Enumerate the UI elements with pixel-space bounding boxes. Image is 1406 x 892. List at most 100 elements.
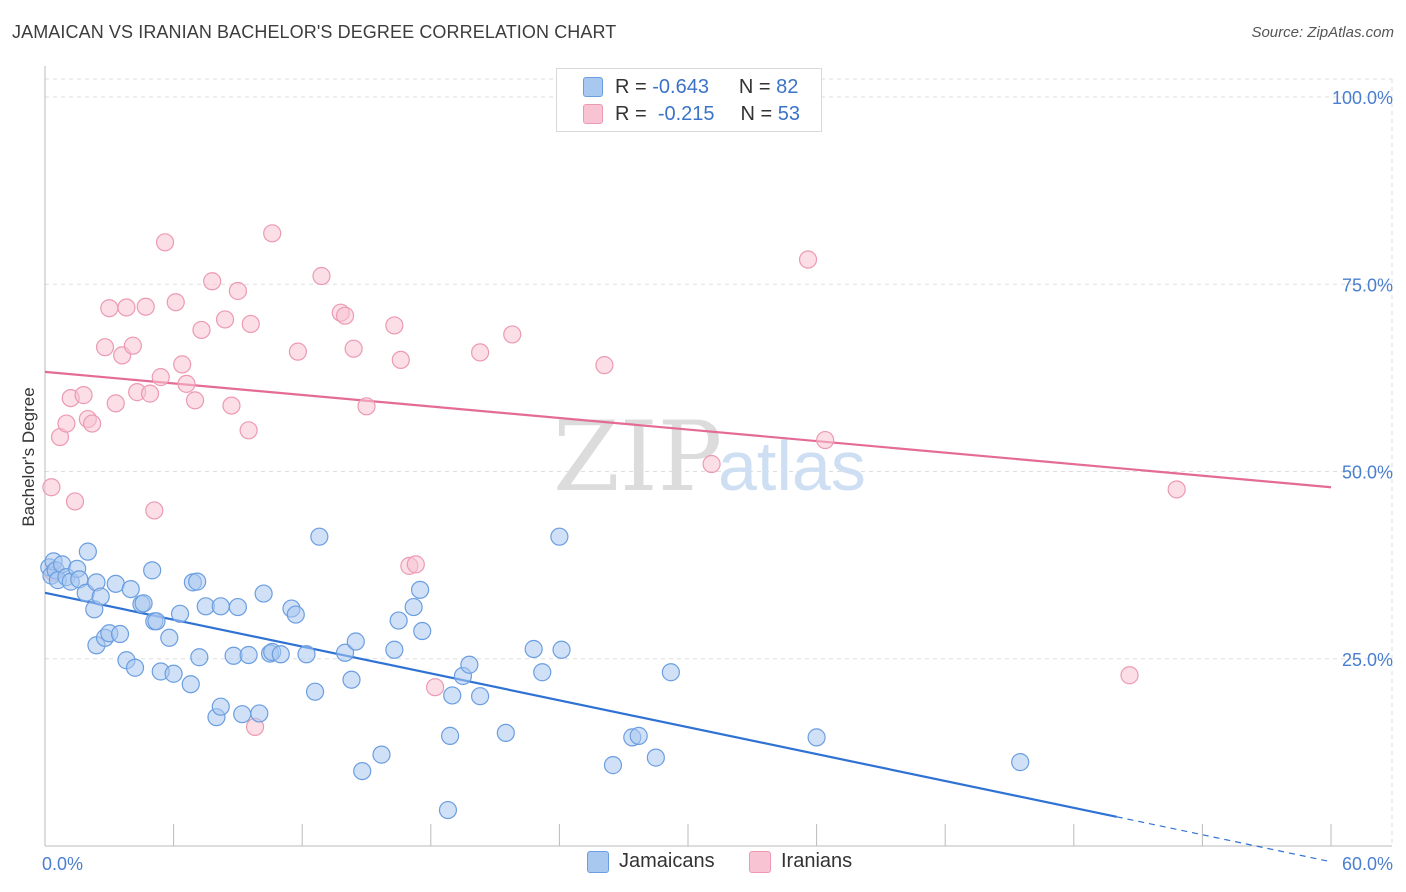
iranian-point xyxy=(203,272,222,291)
iranian-point xyxy=(344,339,363,358)
jamaican-point xyxy=(250,704,269,723)
jamaican-point xyxy=(385,640,404,659)
jamaican-point xyxy=(170,604,190,623)
iranian-point xyxy=(335,306,355,325)
jamaican-point xyxy=(389,611,408,630)
chart-title: JAMAICAN VS IRANIAN BACHELOR'S DEGREE CO… xyxy=(12,22,617,42)
jamaican-point xyxy=(254,584,273,603)
iranian-point xyxy=(140,384,160,403)
jamaican-point xyxy=(121,579,140,599)
jamaican-point xyxy=(533,663,552,682)
x-tick-label: 0.0% xyxy=(42,854,83,874)
legend-swatch-jamaicans xyxy=(583,77,603,97)
iranian-point xyxy=(117,298,136,317)
jamaican-point xyxy=(552,640,571,659)
source-label: Source: ZipAtlas.com xyxy=(1251,24,1394,41)
series-legend-iranians[interactable]: Iranians xyxy=(749,850,852,873)
x-tick-label: 60.0% xyxy=(1342,854,1393,874)
jamaicans-trend-extension xyxy=(1116,816,1332,863)
iranian-point xyxy=(192,320,211,340)
iranian-point xyxy=(312,266,331,286)
iranian-point xyxy=(385,316,404,335)
jamaican-point xyxy=(335,643,355,662)
jamaican-point xyxy=(228,597,247,617)
iranian-point xyxy=(155,233,175,252)
series-label-iranians: Iranians xyxy=(781,850,853,872)
jamaican-point xyxy=(524,639,543,659)
jamaican-point xyxy=(305,682,325,701)
jamaican-point xyxy=(460,655,479,674)
iranian-point xyxy=(136,297,155,316)
iranian-point xyxy=(95,338,115,357)
trend-lines xyxy=(44,370,1332,863)
jamaican-point xyxy=(404,597,423,617)
iranian-point xyxy=(241,314,260,334)
iranian-point xyxy=(151,368,170,387)
jamaican-point xyxy=(603,756,623,775)
y-tick-label: 50.0% xyxy=(1342,463,1393,483)
jamaican-point xyxy=(239,645,258,665)
y-tick-labels: 25.0% 50.0% 75.0% 100.0% xyxy=(1332,88,1393,670)
legend-swatch-iranians xyxy=(583,104,603,124)
iranian-point xyxy=(798,250,818,269)
jamaican-point xyxy=(188,572,207,591)
jamaican-point xyxy=(91,587,110,606)
correlation-legend: R = -0.643 N = 82 R = -0.215 N = 53 xyxy=(556,68,822,132)
legend-n-value: 82 xyxy=(776,75,799,98)
iranian-point xyxy=(74,386,93,405)
jamaican-point xyxy=(143,561,162,580)
jamaican-point xyxy=(440,726,460,745)
legend-row-jamaicans: R = -0.643 N = 82 xyxy=(583,74,798,100)
iranians-trend-line xyxy=(44,370,1332,489)
jamaican-point xyxy=(181,675,200,694)
jamaican-point xyxy=(271,645,290,664)
jamaican-point xyxy=(353,761,372,781)
iranian-point xyxy=(406,555,425,574)
jamaican-point xyxy=(661,663,680,682)
jamaican-point xyxy=(147,612,166,631)
legend-r-label: R = xyxy=(615,75,647,98)
iranian-point xyxy=(83,414,102,433)
iranian-point xyxy=(288,342,308,361)
y-tick-label: 75.0% xyxy=(1342,275,1393,295)
jamaican-point xyxy=(550,527,569,546)
jamaican-point xyxy=(1011,753,1030,772)
series-swatch-iranians xyxy=(749,850,771,873)
jamaican-point xyxy=(297,645,316,664)
iranian-point xyxy=(702,454,721,474)
jamaican-point xyxy=(646,748,665,767)
jamaican-point xyxy=(211,597,230,616)
jamaican-point xyxy=(190,648,209,667)
iranian-point xyxy=(177,374,196,393)
y-tick-label: 100.0% xyxy=(1332,88,1393,108)
jamaican-point xyxy=(233,705,252,724)
series-legend-jamaicans[interactable]: Jamaicans xyxy=(587,850,715,873)
jamaican-point xyxy=(410,580,430,599)
iranian-point xyxy=(42,478,61,497)
iranian-point xyxy=(1167,480,1186,499)
iranian-point xyxy=(263,224,282,243)
jamaican-point xyxy=(807,728,826,747)
jamaican-point xyxy=(438,800,458,820)
iranian-point xyxy=(595,356,614,375)
jamaican-point xyxy=(496,723,515,743)
iranian-point xyxy=(145,501,164,520)
series-label-jamaicans: Jamaicans xyxy=(619,850,715,872)
iranian-point xyxy=(239,421,258,440)
jamaican-point xyxy=(125,658,145,677)
iranian-point xyxy=(185,391,205,410)
jamaican-point xyxy=(134,594,153,613)
iranian-point xyxy=(65,492,85,511)
iranian-point xyxy=(123,336,142,355)
iranian-point xyxy=(215,310,235,329)
watermark-atlas: atlas xyxy=(718,427,866,505)
iranian-point xyxy=(1120,666,1139,685)
legend-r-label: R = xyxy=(615,102,647,125)
legend-n-value: 53 xyxy=(777,102,800,125)
jamaican-point xyxy=(310,527,329,546)
legend-row-iranians: R = -0.215 N = 53 xyxy=(583,101,800,127)
jamaican-point xyxy=(211,697,230,716)
jamaican-point xyxy=(110,624,130,644)
iranian-point xyxy=(503,325,522,344)
